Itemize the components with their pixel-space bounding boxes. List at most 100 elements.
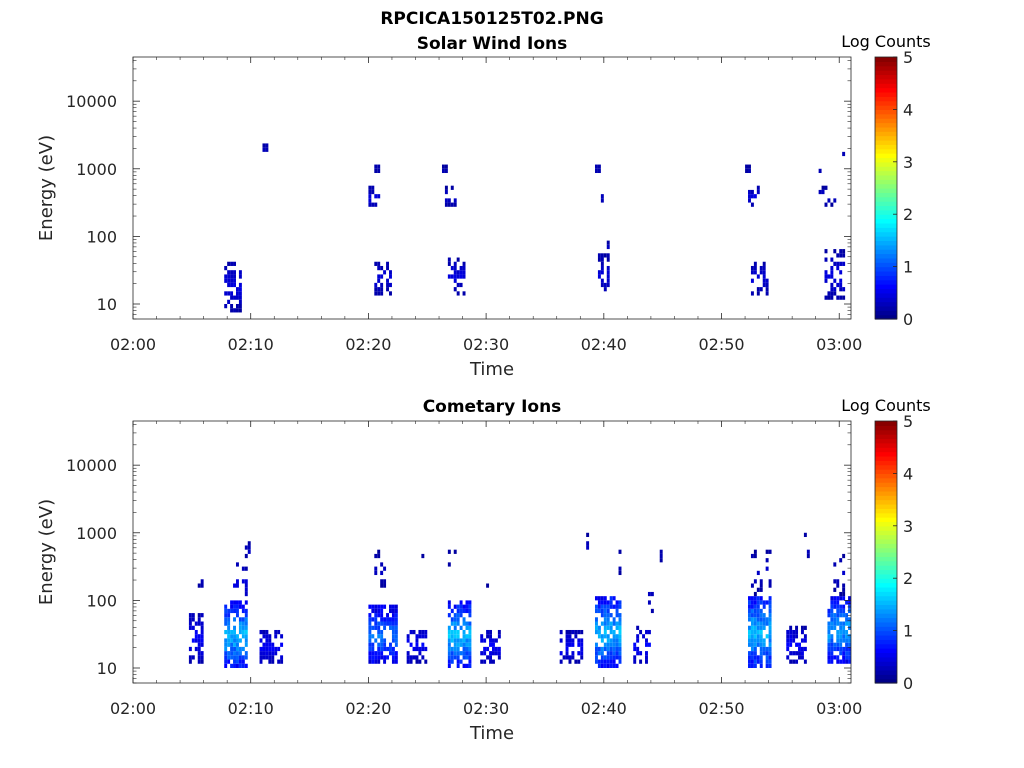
- spectrogram-cell: [833, 249, 837, 254]
- spectrogram-cell: [603, 621, 607, 626]
- spectrogram-cell: [615, 651, 619, 656]
- spectrogram-cell: [827, 274, 831, 279]
- spectrogram-cell: [827, 655, 831, 660]
- spectrogram-cell: [200, 651, 204, 656]
- spectrogram-cell: [762, 604, 766, 609]
- colorbar-segment: [875, 131, 897, 137]
- colorbar-segment: [875, 100, 897, 106]
- spectrogram-cell: [836, 579, 840, 584]
- spectrogram-cell: [818, 168, 822, 174]
- spectrogram-cell: [241, 608, 245, 614]
- spectrogram-cell: [842, 655, 846, 660]
- spectrogram-cell: [848, 638, 851, 643]
- spectrogram-cell: [645, 629, 648, 635]
- spectrogram-cell: [244, 566, 248, 571]
- spectrogram-cell: [845, 600, 849, 605]
- x-tick-label: 02:50: [698, 699, 744, 718]
- spectrogram-cell: [383, 655, 387, 660]
- spectrogram-cell: [389, 621, 392, 626]
- spectrogram-cell: [444, 189, 448, 195]
- spectrogram-cell: [839, 558, 843, 563]
- spectrogram-cell: [459, 265, 463, 271]
- spectrogram-cell: [235, 655, 239, 660]
- spectrogram-cell: [462, 663, 466, 668]
- spectrogram-cell: [494, 646, 498, 652]
- spectrogram-cell: [839, 253, 843, 258]
- colorbar-segment: [875, 166, 897, 172]
- spectrogram-cell: [594, 617, 598, 622]
- spectrogram-cell: [618, 566, 622, 571]
- spectrogram-cell: [786, 638, 790, 643]
- spectrogram-cell: [759, 613, 763, 618]
- spectrogram-cell: [386, 621, 390, 626]
- colorbar-tick-label: 2: [903, 205, 913, 224]
- spectrogram-cell: [194, 629, 198, 635]
- spectrogram-cell: [798, 651, 801, 656]
- spectrogram-cell: [265, 634, 269, 639]
- spectrogram-cell: [756, 604, 760, 609]
- spectrogram-cell: [768, 613, 772, 618]
- spectrogram-cell: [786, 655, 790, 660]
- colorbar-tick-label: 1: [903, 622, 913, 641]
- spectrogram-cell: [450, 185, 454, 190]
- spectrogram-cell: [806, 549, 810, 554]
- spectrogram-cell: [580, 646, 584, 652]
- spectrogram-cell: [765, 278, 769, 283]
- x-tick-label: 02:10: [228, 335, 274, 354]
- spectrogram-cell: [830, 295, 834, 300]
- spectrogram-cell: [383, 638, 387, 643]
- spectrogram-cell: [462, 270, 466, 275]
- spectrogram-cell: [609, 596, 613, 601]
- colorbar-segment: [875, 600, 897, 605]
- spectrogram-cell: [756, 600, 760, 605]
- spectrogram-cell: [580, 629, 584, 635]
- spectrogram-cell: [456, 274, 460, 279]
- spectrogram-cell: [241, 566, 245, 571]
- spectrogram-cell: [380, 617, 384, 622]
- spectrogram-cell: [756, 596, 760, 601]
- spectrogram-cell: [489, 629, 492, 635]
- spectrogram-cell: [233, 261, 236, 266]
- spectrogram-cell: [447, 651, 451, 656]
- spectrogram-cell: [247, 541, 251, 546]
- spectrogram-cell: [468, 638, 472, 643]
- spectrogram-cell: [748, 663, 751, 668]
- spectrogram-cell: [818, 189, 822, 195]
- spectrogram-cell: [391, 625, 395, 630]
- colorbar-segment: [875, 126, 897, 132]
- spectrogram-cell: [389, 282, 392, 288]
- spectrogram-cell: [580, 655, 584, 660]
- spectrogram-cell: [821, 189, 825, 195]
- spectrogram-cell: [659, 558, 663, 563]
- spectrogram-cell: [748, 189, 751, 195]
- spectrogram-cell: [383, 604, 387, 609]
- spectrogram-cell: [612, 642, 616, 647]
- spectrogram-cell: [197, 617, 201, 622]
- spectrogram-cell: [380, 613, 384, 618]
- spectrogram-cell: [377, 651, 381, 656]
- spectrogram-cell: [597, 253, 601, 258]
- spectrogram-cell: [197, 659, 201, 664]
- spectrogram-cell: [842, 151, 846, 157]
- spectrogram-cell: [762, 651, 766, 656]
- spectrogram-cell: [848, 600, 851, 605]
- spectrogram-cell: [609, 613, 613, 618]
- spectrogram-cell: [753, 625, 757, 630]
- spectrogram-cell: [377, 608, 381, 614]
- spectrogram-cell: [750, 278, 754, 283]
- spectrogram-cell: [389, 274, 392, 279]
- spectrogram-cell: [594, 621, 598, 626]
- spectrogram-cell: [489, 642, 492, 647]
- spectrogram-cell: [768, 638, 772, 643]
- spectrogram-cell: [639, 629, 643, 635]
- spectrogram-cell: [759, 651, 763, 656]
- spectrogram-cell: [227, 291, 231, 296]
- spectrogram-cell: [244, 642, 248, 647]
- spectrogram-cell: [244, 579, 248, 584]
- spectrogram-cell: [750, 613, 754, 618]
- spectrogram-cell: [836, 642, 840, 647]
- spectrogram-cell: [230, 646, 234, 652]
- spectrogram-cell: [268, 646, 272, 652]
- spectrogram-cell: [839, 642, 843, 647]
- spectrogram-cell: [444, 202, 448, 207]
